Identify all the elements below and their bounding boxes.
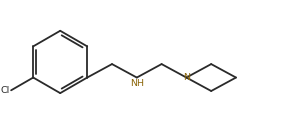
Text: NH: NH xyxy=(130,79,144,88)
Text: Cl: Cl xyxy=(0,86,9,95)
Text: N: N xyxy=(183,73,190,82)
